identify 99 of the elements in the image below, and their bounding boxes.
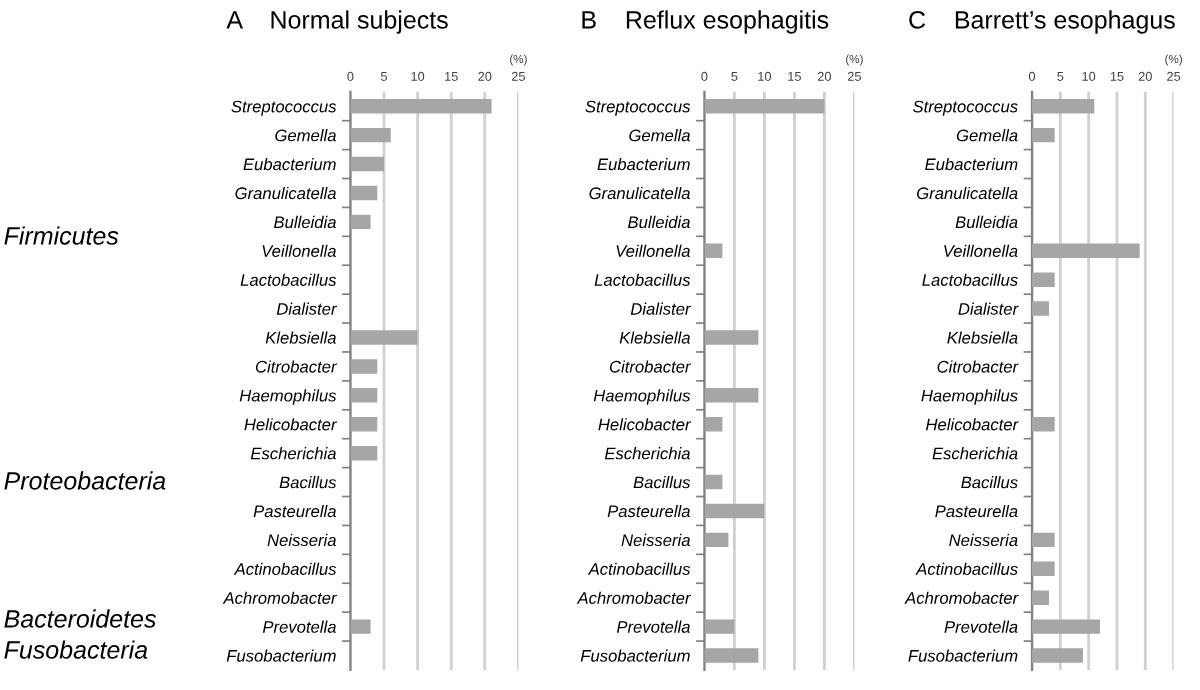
bar	[1032, 301, 1049, 316]
bar	[350, 417, 378, 432]
bar	[350, 156, 384, 172]
text: Proteobacteria	[4, 471, 166, 490]
bar	[704, 474, 723, 490]
y-tick-label: Pasteurella	[253, 504, 336, 518]
y-tick-label: Dialister	[276, 302, 338, 315]
y-tick-label: Klebsiella	[265, 331, 336, 344]
bar	[350, 619, 371, 634]
y-tick-label: Granulicatella	[917, 186, 1018, 200]
y-tick-label: Citrobacter	[609, 360, 692, 373]
y-tick-label: Pasteurella	[607, 504, 690, 518]
y-tick-label: Gemella	[275, 129, 336, 142]
y-tick-label: Fusobacterium	[908, 649, 1018, 662]
y-tick-label: Pasteurella	[935, 504, 1018, 518]
y-tick-label: Bulleidia	[274, 215, 336, 229]
y-tick-label: Achromobacter	[576, 591, 692, 604]
y-tick-label: Lactobacillus	[594, 273, 691, 286]
y-tick-label: Helicobacter	[244, 418, 338, 431]
y-tick-label: Haemophilus	[239, 389, 337, 405]
bar	[1032, 561, 1055, 577]
y-tick-label: Prevotella	[262, 620, 336, 633]
y-tick-label: Escherichia	[604, 447, 690, 460]
y-tick-label: Actinobacillus	[587, 562, 691, 575]
bar	[704, 503, 765, 519]
text: Fusobacteria	[4, 640, 148, 659]
bar	[1032, 532, 1055, 548]
y-tick-label: Veillonella	[944, 244, 1018, 257]
text: Bacteroidetes	[4, 609, 156, 628]
bar	[350, 359, 378, 374]
y-tick-label: Citrobacter	[937, 360, 1019, 373]
y-tick-label: Dialister	[630, 302, 692, 315]
y-tick-label: Neisseria	[621, 533, 690, 547]
bar	[704, 243, 723, 259]
bar	[1032, 619, 1100, 634]
y-tick-label: Escherichia	[250, 447, 336, 460]
y-tick-label: Haemophilus	[921, 389, 1018, 405]
y-tick-label: Dialister	[958, 302, 1019, 315]
y-tick-label: Bacillus	[961, 476, 1018, 489]
y-tick-label: Streptococcus	[585, 100, 691, 116]
y-tick-label: Achromobacter	[222, 591, 338, 604]
y-tick-label: Helicobacter	[925, 418, 1019, 431]
bar	[1032, 243, 1140, 259]
y-tick-label: Eubacterium	[243, 158, 336, 171]
bar	[350, 127, 391, 143]
bar	[704, 417, 723, 432]
y-tick-label: Actinobacillus	[915, 562, 1018, 575]
y-tick-label: Fusobacterium	[226, 649, 336, 662]
chart-title: A Normal subjects	[226, 10, 448, 34]
y-tick-label: Eubacterium	[925, 158, 1018, 171]
bar	[704, 532, 729, 548]
bar	[704, 648, 759, 663]
y-tick-label: Eubacterium	[597, 158, 690, 171]
bar	[1032, 417, 1055, 432]
y-tick-label: Lactobacillus	[240, 273, 337, 286]
bar	[350, 388, 378, 403]
y-tick-label: Klebsiella	[947, 331, 1018, 344]
y-tick-label: Granulicatella	[589, 186, 690, 200]
y-tick-label: Klebsiella	[619, 331, 690, 344]
y-tick-label: Bulleidia	[628, 215, 690, 229]
bar	[704, 99, 825, 114]
bar	[704, 388, 759, 403]
y-tick-label: Bulleidia	[955, 215, 1018, 229]
y-tick-label: Bacillus	[279, 476, 337, 489]
bar	[1032, 272, 1055, 287]
y-tick-label: Gemella	[629, 129, 690, 142]
chart-title: C Barrett’s esophagus	[909, 10, 1175, 34]
bar	[350, 99, 492, 114]
y-tick-label: Neisseria	[267, 533, 336, 547]
bar	[1032, 590, 1049, 605]
y-tick-label: Bacillus	[633, 476, 691, 489]
y-tick-label: Lactobacillus	[922, 273, 1018, 286]
bar	[1032, 99, 1095, 114]
bar	[704, 619, 735, 634]
y-tick-label: Gemella	[956, 129, 1018, 142]
chart-title: B Reflux esophagitis	[582, 10, 829, 34]
y-tick-label: Veillonella	[616, 244, 690, 257]
y-tick-label: Helicobacter	[598, 418, 692, 431]
y-tick-label: Streptococcus	[912, 100, 1018, 116]
y-tick-label: Fusobacterium	[580, 649, 690, 662]
bar	[350, 214, 371, 230]
bar	[350, 445, 378, 461]
y-tick-label: Escherichia	[932, 447, 1018, 460]
bar	[1032, 648, 1083, 663]
y-tick-label: Prevotella	[944, 620, 1018, 633]
bar	[704, 330, 759, 345]
y-tick-label: Streptococcus	[231, 100, 337, 116]
y-tick-label: Citrobacter	[255, 360, 338, 373]
y-tick-label: Haemophilus	[593, 389, 691, 405]
y-tick-label: Prevotella	[616, 620, 690, 633]
y-tick-label: Actinobacillus	[233, 562, 337, 575]
y-tick-label: Granulicatella	[235, 186, 336, 200]
y-tick-label: Achromobacter	[904, 591, 1019, 604]
bar	[350, 185, 378, 201]
bar	[350, 330, 418, 345]
bar	[1032, 127, 1055, 143]
text: Firmicutes	[4, 226, 119, 245]
y-tick-label: Veillonella	[262, 244, 336, 257]
y-tick-label: Neisseria	[949, 533, 1018, 547]
